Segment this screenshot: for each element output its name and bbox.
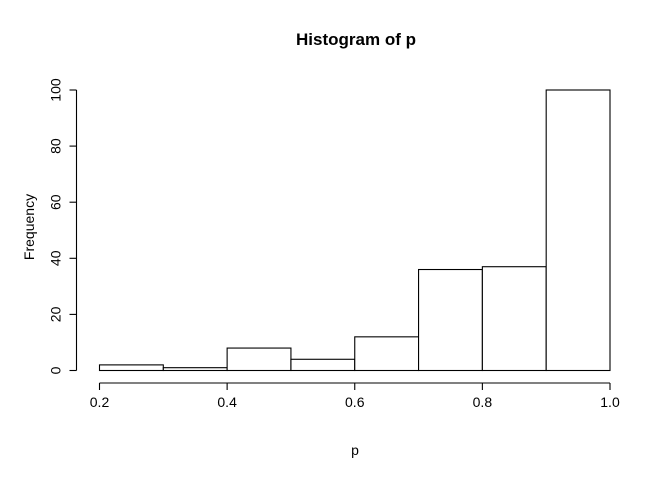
histogram-bar: [290, 358, 356, 372]
histogram-bar: [545, 89, 611, 372]
y-tick-label: 100: [48, 78, 64, 102]
y-tick-label: 60: [48, 194, 64, 210]
y-tick-label: 40: [48, 250, 64, 266]
x-axis-title: p: [351, 442, 359, 458]
histogram-bar: [162, 367, 228, 372]
histogram-bar: [98, 364, 164, 372]
histogram-bar: [418, 268, 483, 372]
histogram-bar: [354, 336, 420, 372]
histogram-bar: [226, 347, 292, 372]
y-tick-label: 0: [48, 366, 64, 374]
x-tick-label: 0.2: [90, 394, 110, 410]
x-tick-label: 1.0: [600, 394, 620, 410]
x-tick-label: 0.8: [473, 394, 493, 410]
x-tick-label: 0.4: [217, 394, 237, 410]
x-tick-label: 0.6: [345, 394, 365, 410]
chart-title: Histogram of p: [296, 30, 416, 49]
y-tick-label: 80: [48, 138, 64, 154]
y-tick-label: 20: [48, 306, 64, 322]
histogram-bar: [481, 266, 547, 372]
